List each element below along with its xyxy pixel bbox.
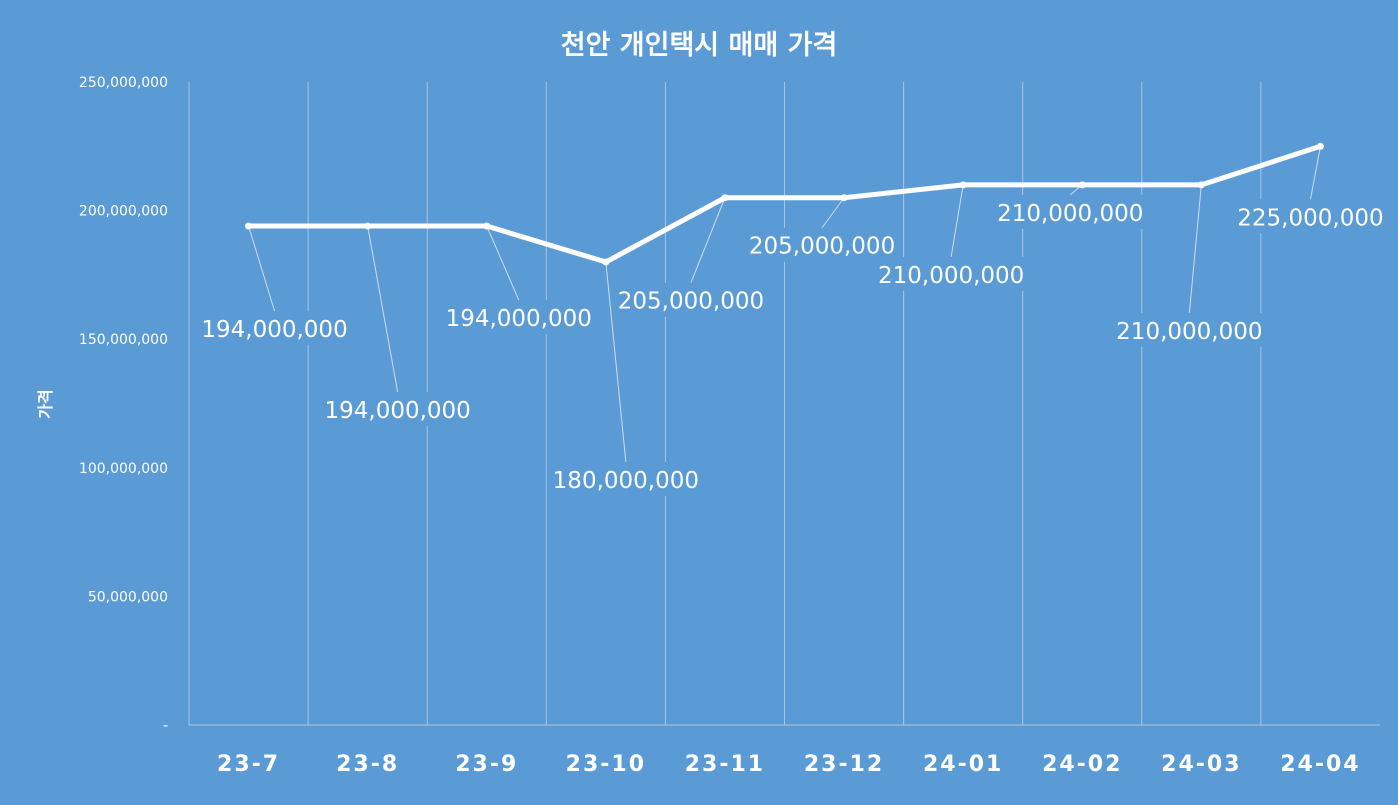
series-layer (245, 142, 1324, 266)
x-tick-label: 23-7 (217, 752, 280, 777)
data-point (364, 222, 372, 230)
y-tick-label: 150,000,000 (79, 332, 168, 348)
data-point (959, 181, 967, 189)
x-tick-label: 24-04 (1280, 752, 1360, 777)
data-label-leaders (248, 146, 1321, 463)
x-tick-label: 23-11 (685, 752, 765, 777)
chart-title: 천안 개인택시 매매 가격 (561, 30, 838, 61)
x-tick-label: 23-10 (566, 752, 646, 777)
data-label: 194,000,000 (446, 306, 592, 332)
data-label-background (1231, 199, 1390, 234)
y-tick-label: 50,000,000 (88, 589, 168, 605)
data-point (721, 194, 729, 202)
data-point (245, 222, 253, 230)
data-label: 210,000,000 (997, 201, 1143, 227)
data-point (1078, 181, 1086, 189)
y-axis-ticks: - 50,000,000 100,000,000 150,000,000 200,000… (79, 75, 168, 734)
data-point (1197, 181, 1205, 189)
data-label: 180,000,000 (553, 468, 699, 494)
data-label-background (195, 311, 354, 346)
data-label-leader (1188, 184, 1202, 313)
x-tick-label: 24-02 (1042, 752, 1122, 777)
data-point (483, 222, 491, 230)
x-tick-label: 23-9 (455, 752, 518, 777)
x-tick-label: 23-8 (336, 752, 399, 777)
data-label-leader (690, 197, 726, 283)
x-tick-label: 24-03 (1161, 752, 1241, 777)
y-axis-label: 가격 (36, 389, 55, 418)
y-tick-label: - (163, 718, 168, 734)
data-label-leader (821, 197, 845, 229)
data-label-leader (248, 225, 276, 312)
data-label-background (318, 392, 477, 427)
data-label-background (743, 227, 902, 262)
data-label-leader (367, 225, 399, 393)
data-label-background (991, 194, 1150, 229)
x-tick-label: 24-01 (923, 752, 1003, 777)
data-label-leader (1309, 146, 1321, 200)
data-point (1316, 142, 1324, 150)
data-label-leader (486, 225, 520, 301)
data-label-background (1110, 312, 1269, 347)
data-label-background (611, 282, 770, 317)
x-tick-label: 23-12 (804, 752, 884, 777)
data-point (602, 258, 610, 266)
x-axis-ticks: 23-7 23-8 23-9 23-10 23-11 23-12 24-01 24-02 24-… (217, 752, 1360, 777)
y-tick-label: 100,000,000 (79, 461, 168, 477)
data-label-background (439, 300, 598, 335)
data-label: 205,000,000 (618, 289, 764, 315)
data-label: 194,000,000 (324, 398, 470, 424)
data-label: 225,000,000 (1237, 205, 1383, 231)
data-label-leader (605, 261, 627, 463)
data-label: 205,000,000 (749, 234, 895, 260)
y-tick-label: 250,000,000 (79, 75, 168, 91)
data-label-leader (950, 184, 964, 257)
data-label: 210,000,000 (1116, 319, 1262, 345)
data-label-background (546, 462, 705, 497)
data-labels: 194,000,000 194,000,000 194,000,000 180,000… (195, 194, 1390, 497)
data-label: 194,000,000 (201, 317, 347, 343)
data-point (840, 194, 848, 202)
data-label: 210,000,000 (878, 263, 1024, 289)
y-tick-label: 200,000,000 (79, 204, 168, 220)
data-label-background (872, 256, 1031, 291)
series-line (246, 143, 1323, 265)
